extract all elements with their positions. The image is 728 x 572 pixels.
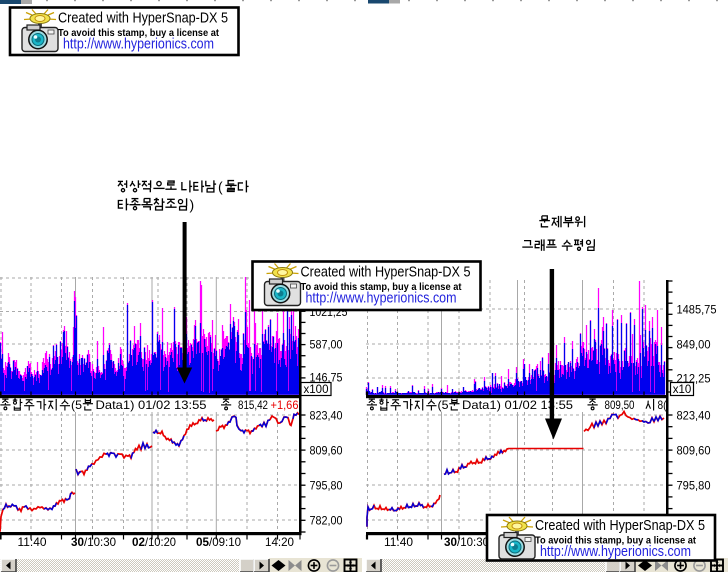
svg-text:11:40: 11:40 — [384, 535, 413, 549]
svg-text:782,00: 782,00 — [310, 513, 343, 527]
svg-text:): ) — [190, 197, 195, 213]
svg-text:14:20: 14:20 — [265, 535, 294, 549]
svg-text:http://www.hyperionics.com: http://www.hyperionics.com — [63, 37, 214, 53]
svg-text:30: 30 — [444, 535, 457, 549]
svg-text:x100: x100 — [304, 384, 329, 396]
svg-text:30: 30 — [71, 535, 84, 549]
svg-text:/10:30: /10:30 — [457, 535, 489, 549]
svg-text:To avoid this stamp, buy a lic: To avoid this stamp, buy a license at — [301, 281, 462, 293]
svg-text:809,50: 809,50 — [605, 398, 635, 412]
svg-text:Created with HyperSnap-DX 5: Created with HyperSnap-DX 5 — [58, 11, 228, 27]
svg-text:http://www.hyperionics.com: http://www.hyperionics.com — [540, 544, 691, 560]
svg-text:To avoid this stamp, buy a lic: To avoid this stamp, buy a license at — [535, 535, 696, 547]
svg-text:(5: (5 — [438, 398, 449, 412]
svg-text:823,40: 823,40 — [677, 408, 711, 422]
svg-text:587,00: 587,00 — [310, 337, 343, 351]
svg-text:11:40: 11:40 — [18, 535, 47, 549]
svg-text:Created with HyperSnap-DX 5: Created with HyperSnap-DX 5 — [301, 265, 471, 281]
svg-text:823,40: 823,40 — [310, 408, 343, 422]
svg-text:8(: 8( — [658, 398, 667, 412]
svg-text:+1,66: +1,66 — [271, 398, 299, 412]
svg-text:/09:10: /09:10 — [209, 535, 241, 549]
svg-text:849,00: 849,00 — [677, 337, 711, 351]
svg-text:/10:20: /10:20 — [145, 535, 176, 549]
svg-text:(: ( — [218, 179, 223, 195]
svg-text:795,80: 795,80 — [310, 478, 343, 492]
svg-text:146,75: 146,75 — [310, 370, 343, 384]
svg-text:Data1) 01/02 13:55: Data1) 01/02 13:55 — [462, 398, 573, 412]
svg-text:05: 05 — [196, 535, 209, 549]
svg-text:1485,75: 1485,75 — [677, 302, 717, 316]
svg-text:http://www.hyperionics.com: http://www.hyperionics.com — [306, 291, 457, 307]
svg-text:809,60: 809,60 — [310, 443, 343, 457]
svg-text:212,25: 212,25 — [677, 371, 711, 385]
svg-text:02: 02 — [132, 535, 145, 549]
svg-text:/10:30: /10:30 — [84, 535, 116, 549]
svg-text:795,80: 795,80 — [677, 478, 711, 492]
svg-text:809,60: 809,60 — [677, 443, 711, 457]
svg-text:x10: x10 — [673, 384, 692, 396]
svg-text:Created with HyperSnap-DX 5: Created with HyperSnap-DX 5 — [535, 518, 705, 534]
svg-text:Data1) 01/02 13:55: Data1) 01/02 13:55 — [96, 398, 207, 412]
svg-text:To avoid this stamp, buy a lic: To avoid this stamp, buy a license at — [58, 27, 219, 39]
svg-text:(5: (5 — [71, 398, 82, 412]
svg-text:815,42: 815,42 — [238, 398, 268, 412]
